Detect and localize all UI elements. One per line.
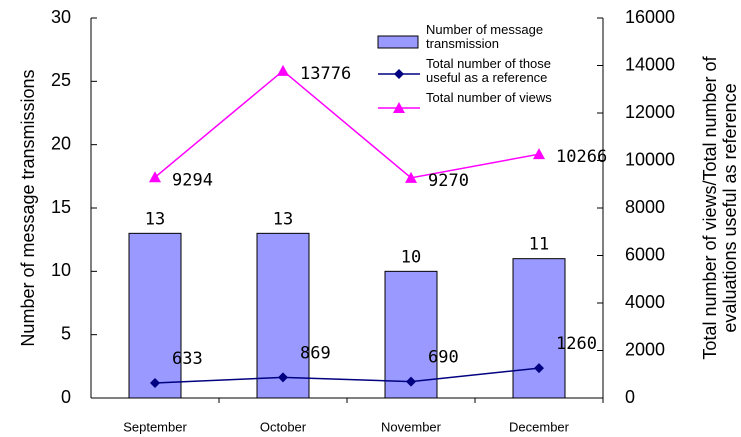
bar-value-label: 13 xyxy=(145,209,165,229)
bar-value-label: 10 xyxy=(401,247,421,267)
y2-axis-title: Total number of views/Total number of ev… xyxy=(700,56,740,360)
y-tick-label: 15 xyxy=(51,197,71,217)
legend-label: Number of message transmission xyxy=(426,23,544,51)
point xyxy=(277,64,289,76)
line-value-label: 1260 xyxy=(556,334,597,354)
line-value-label: 13776 xyxy=(300,64,351,84)
y2-tick-label: 4000 xyxy=(625,292,665,312)
x-tick-label: October xyxy=(260,419,307,434)
point xyxy=(533,148,545,160)
y-tick-label: 0 xyxy=(61,387,71,407)
y2-tick-label: 6000 xyxy=(625,244,665,264)
bar-value-label: 11 xyxy=(529,235,549,255)
y2-tick-label: 12000 xyxy=(625,102,675,122)
line-value-label: 690 xyxy=(428,348,459,368)
legend-entry: Number of message transmission xyxy=(426,23,544,51)
y-tick-label: 10 xyxy=(51,260,71,280)
point xyxy=(394,69,404,79)
y-tick-label: 30 xyxy=(51,7,71,27)
y-tick-label: 20 xyxy=(51,133,71,153)
bar xyxy=(256,232,310,399)
line-value-label: 9294 xyxy=(172,170,213,190)
x-tick-label: December xyxy=(509,419,570,434)
line xyxy=(154,367,540,384)
x-tick-label: November xyxy=(381,419,442,434)
line-value-label: 633 xyxy=(172,349,203,369)
point xyxy=(534,363,544,374)
bar-value-label: 13 xyxy=(273,209,293,229)
y2-tick-label: 8000 xyxy=(625,197,665,217)
legend-swatch xyxy=(377,35,419,49)
point xyxy=(278,372,288,383)
point xyxy=(405,171,417,183)
legend-entry: Total number of views xyxy=(426,91,552,105)
point xyxy=(393,102,405,113)
line-value-label: 10266 xyxy=(556,147,607,167)
y-tick-label: 25 xyxy=(51,70,71,90)
line-value-label: 869 xyxy=(300,343,331,363)
point xyxy=(150,377,160,388)
point xyxy=(149,171,161,183)
bar xyxy=(512,258,566,399)
line xyxy=(154,69,540,179)
legend-entry: Total number of those useful as a refere… xyxy=(426,57,552,85)
y2-tick-label: 0 xyxy=(625,387,635,407)
y2-tick-label: 10000 xyxy=(625,149,675,169)
legend-label: Total number of views xyxy=(426,91,552,105)
y2-tick-label: 2000 xyxy=(625,339,665,359)
y2-tick-label: 16000 xyxy=(625,7,675,27)
x-tick-label: September xyxy=(123,419,187,434)
point xyxy=(406,376,416,387)
legend-label: Total number of those useful as a refere… xyxy=(426,57,552,85)
y-tick-label: 5 xyxy=(61,323,71,343)
line-value-label: 9270 xyxy=(428,171,469,191)
bar xyxy=(128,232,182,399)
y-axis-title: Number of message transmissions xyxy=(18,69,38,347)
y2-tick-label: 14000 xyxy=(625,54,675,74)
